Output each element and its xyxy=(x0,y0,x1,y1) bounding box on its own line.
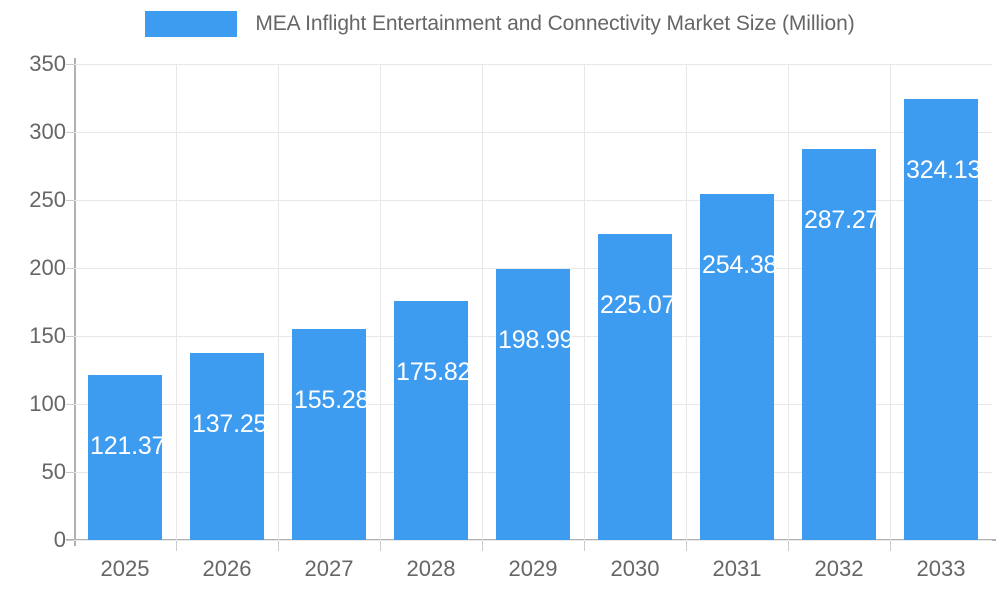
x-axis-tick-mark xyxy=(380,541,381,551)
bar-value-label: 225.07 xyxy=(600,291,676,319)
x-axis-tick-label: 2033 xyxy=(916,556,966,581)
y-axis-tick-label: 100 xyxy=(29,391,66,416)
bar[interactable] xyxy=(904,99,978,540)
x-axis-tick-label: 2030 xyxy=(610,556,660,581)
legend-color-swatch xyxy=(145,11,238,37)
chart-legend: MEA Inflight Entertainment and Connectiv… xyxy=(0,0,1000,48)
y-axis-tick-label: 250 xyxy=(29,187,66,212)
x-axis-tick-label: 2032 xyxy=(814,556,864,581)
y-axis-tick-mark xyxy=(66,540,74,541)
bar[interactable] xyxy=(598,233,672,540)
x-axis-tick-label: 2027 xyxy=(304,556,354,581)
gridline-vertical xyxy=(890,64,891,540)
y-axis-tick-mark xyxy=(66,268,74,269)
bar[interactable] xyxy=(802,149,876,540)
y-axis-tick-mark xyxy=(66,472,74,473)
bar[interactable] xyxy=(292,328,366,540)
bar[interactable] xyxy=(394,300,468,540)
gridline-horizontal xyxy=(74,200,992,201)
bar-value-label: 175.82 xyxy=(396,358,472,386)
y-axis-tick-mark xyxy=(66,404,74,405)
gridline-horizontal xyxy=(74,540,992,541)
x-axis-tick-mark xyxy=(176,541,177,551)
x-axis-tick-label: 2028 xyxy=(406,556,456,581)
y-axis-tick-mark xyxy=(66,132,74,133)
bar-value-label: 121.37 xyxy=(90,432,166,460)
x-axis-tick-label: 2025 xyxy=(100,556,150,581)
y-axis-tick-mark xyxy=(66,336,74,337)
y-axis-line xyxy=(74,58,76,546)
legend-entry-label: MEA Inflight Entertainment and Connectiv… xyxy=(255,12,855,35)
x-axis-tick-mark xyxy=(278,541,279,551)
bar[interactable] xyxy=(496,269,570,540)
gridline-horizontal xyxy=(74,132,992,133)
gridline-vertical xyxy=(686,64,687,540)
gridline-horizontal xyxy=(74,268,992,269)
y-axis-tick-label: 300 xyxy=(29,119,66,144)
gridline-vertical xyxy=(176,64,177,540)
gridline-vertical xyxy=(278,64,279,540)
bar-value-label: 324.13 xyxy=(906,156,982,184)
gridline-horizontal xyxy=(74,64,992,65)
bar-value-label: 198.99 xyxy=(498,326,574,354)
x-axis-tick-label: 2029 xyxy=(508,556,558,581)
y-axis-tick-mark xyxy=(66,64,74,65)
bar[interactable] xyxy=(88,374,162,540)
bar[interactable] xyxy=(700,194,774,540)
x-axis-tick-mark xyxy=(788,541,789,551)
gridline-vertical xyxy=(584,64,585,540)
gridline-vertical xyxy=(788,64,789,540)
bar-value-label: 137.25 xyxy=(192,410,268,438)
y-axis-tick-labels: 0 50 100 150 200 250 300 350 xyxy=(0,0,66,600)
gridline-vertical xyxy=(380,64,381,540)
x-axis-tick-label: 2026 xyxy=(202,556,252,581)
y-axis-tick-mark xyxy=(66,200,74,201)
bar-value-label: 287.27 xyxy=(804,206,880,234)
x-axis-tick-mark xyxy=(584,541,585,551)
y-axis-tick-label: 50 xyxy=(41,459,66,484)
bar-value-label: 155.28 xyxy=(294,386,370,414)
x-axis-tick-mark xyxy=(482,541,483,551)
x-axis-tick-mark xyxy=(686,541,687,551)
x-axis-tick-label: 2031 xyxy=(712,556,762,581)
gridline-vertical xyxy=(482,64,483,540)
y-axis-tick-label: 0 xyxy=(53,527,66,552)
legend-entry-0[interactable]: MEA Inflight Entertainment and Connectiv… xyxy=(145,11,855,37)
y-axis-tick-label: 200 xyxy=(29,255,66,280)
y-axis-tick-label: 350 xyxy=(29,51,66,76)
y-axis-tick-label: 150 xyxy=(29,323,66,348)
bar-value-label: 254.38 xyxy=(702,251,778,279)
x-axis-tick-mark xyxy=(890,541,891,551)
plot-area: 121.37 137.25 155.28 175.82 198.99 225.07 254.… xyxy=(74,64,992,541)
bar[interactable] xyxy=(190,353,264,540)
